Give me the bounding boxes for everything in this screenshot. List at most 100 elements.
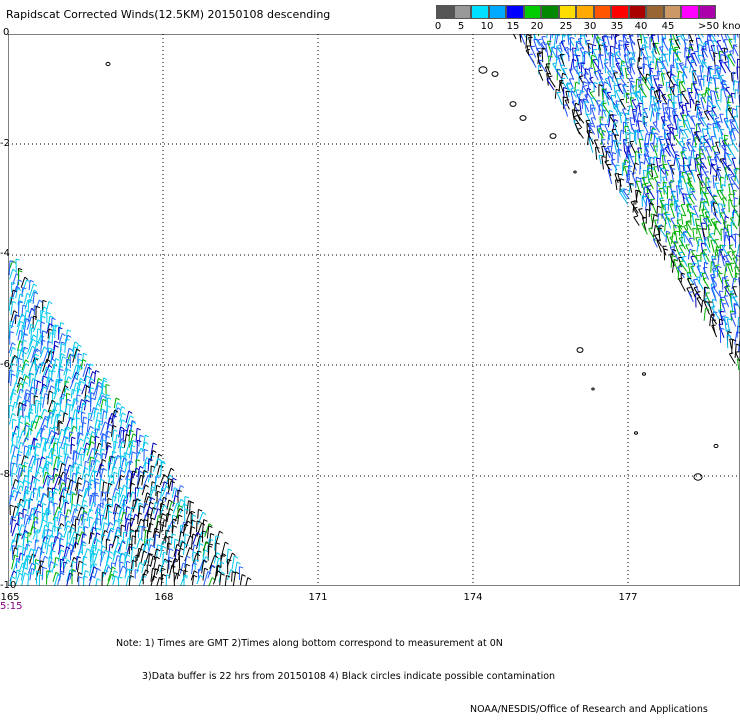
wind-barb bbox=[673, 129, 675, 141]
wind-barb bbox=[719, 324, 724, 338]
wind-barb bbox=[133, 557, 134, 569]
wind-barb bbox=[713, 127, 716, 139]
wind-barb bbox=[642, 217, 646, 231]
legend-label: 30 bbox=[584, 21, 597, 32]
wind-barb-flag bbox=[717, 122, 721, 123]
wind-barb bbox=[707, 139, 712, 151]
wind-barb-flag bbox=[697, 89, 701, 91]
wind-barb-flag bbox=[116, 398, 120, 400]
wind-barb-flag bbox=[34, 439, 38, 440]
wind-barb-flag bbox=[584, 74, 588, 75]
wind-barb bbox=[657, 206, 658, 216]
wind-barb-flag bbox=[79, 495, 83, 497]
wind-barb-flag bbox=[729, 236, 733, 237]
wind-barb-flag bbox=[629, 78, 633, 79]
wind-barb-flag bbox=[690, 44, 694, 45]
wind-barb-flag bbox=[671, 65, 675, 66]
wind-barb-flag bbox=[638, 121, 642, 122]
wind-barb-flag bbox=[605, 161, 609, 162]
wind-barb-flag bbox=[724, 52, 728, 53]
wind-barb-flag bbox=[48, 488, 52, 490]
wind-barb-flag bbox=[584, 82, 588, 84]
wind-barb-flag bbox=[717, 266, 721, 267]
wind-barb bbox=[64, 404, 67, 417]
island bbox=[479, 67, 487, 73]
wind-barb-flag bbox=[588, 52, 592, 53]
wind-barb-flag bbox=[618, 45, 622, 46]
wind-barb bbox=[591, 105, 592, 114]
wind-barb bbox=[651, 200, 657, 214]
wind-barb-flag bbox=[124, 430, 128, 431]
wind-barb-flag bbox=[676, 158, 680, 159]
x-label-2: 171 bbox=[308, 592, 327, 603]
wind-barb bbox=[59, 447, 60, 461]
wind-barb-flag bbox=[648, 168, 652, 169]
wind-barb-flag bbox=[90, 495, 94, 496]
wind-barb bbox=[697, 165, 700, 175]
wind-barb-flag bbox=[191, 511, 195, 512]
wind-barb-flag bbox=[62, 334, 65, 336]
wind-barb-flag bbox=[82, 412, 86, 413]
wind-barb-flag bbox=[33, 316, 37, 317]
wind-barb bbox=[34, 508, 35, 521]
wind-barb-flag bbox=[94, 567, 97, 569]
wind-barb-flag bbox=[715, 118, 719, 119]
wind-barb bbox=[710, 234, 715, 243]
wind-barb-flag bbox=[733, 109, 737, 111]
wind-barb-flag bbox=[162, 462, 166, 464]
wind-barb-flag bbox=[14, 490, 17, 492]
wind-barb-flag bbox=[13, 393, 16, 395]
wind-barb bbox=[688, 34, 689, 39]
wind-barb-flag bbox=[73, 494, 77, 496]
wind-barb-flag bbox=[679, 278, 683, 279]
wind-barb bbox=[673, 52, 674, 66]
wind-barb-flag bbox=[735, 234, 739, 235]
wind-barb bbox=[634, 130, 635, 141]
wind-barb-flag bbox=[625, 152, 629, 153]
wind-barb-flag bbox=[707, 187, 711, 188]
wind-barb-flag bbox=[712, 320, 716, 321]
wind-barb bbox=[95, 443, 99, 455]
wind-barb-flag bbox=[12, 473, 16, 474]
wind-barb-flag bbox=[722, 185, 726, 186]
wind-barb-flag bbox=[621, 65, 625, 66]
wind-barb bbox=[112, 536, 116, 548]
legend-swatch bbox=[559, 5, 576, 19]
wind-barb-flag bbox=[75, 342, 78, 344]
wind-barb-flag bbox=[561, 41, 565, 42]
wind-barb-flag bbox=[65, 386, 68, 388]
wind-barb bbox=[560, 43, 562, 52]
wind-barb bbox=[121, 525, 122, 536]
wind-barb bbox=[640, 178, 642, 188]
wind-barb-flag bbox=[630, 98, 634, 99]
wind-barb bbox=[658, 34, 659, 42]
wind-barb bbox=[172, 534, 173, 544]
wind-barb-flag bbox=[551, 47, 555, 48]
wind-barb-flag bbox=[152, 498, 155, 500]
wind-barb bbox=[696, 38, 698, 52]
wind-barb bbox=[65, 339, 66, 353]
wind-barb-flag bbox=[43, 567, 47, 569]
wind-barb-flag bbox=[527, 46, 531, 47]
wind-barb bbox=[698, 76, 701, 86]
wind-barb-flag bbox=[44, 347, 47, 350]
wind-barb bbox=[598, 54, 599, 69]
wind-barb-flag bbox=[47, 313, 51, 314]
wind-barb-flag bbox=[90, 364, 94, 366]
wind-barb-flag bbox=[77, 504, 80, 506]
wind-barb-flag bbox=[616, 52, 620, 53]
wind-barb-flag bbox=[671, 181, 675, 182]
wind-barb bbox=[71, 466, 72, 478]
wind-barb bbox=[663, 34, 666, 38]
legend-swatch bbox=[594, 5, 611, 19]
wind-barb-flag bbox=[591, 105, 595, 106]
wind-barb-flag bbox=[108, 498, 112, 500]
wind-barb bbox=[654, 133, 655, 146]
wind-barb-flag bbox=[44, 409, 47, 412]
wind-barb bbox=[632, 173, 636, 183]
wind-barb-flag bbox=[45, 393, 49, 395]
wind-barb bbox=[577, 129, 583, 138]
wind-barb-flag bbox=[728, 108, 732, 109]
wind-barb-flag bbox=[95, 479, 99, 480]
wind-barb-flag bbox=[639, 139, 643, 140]
